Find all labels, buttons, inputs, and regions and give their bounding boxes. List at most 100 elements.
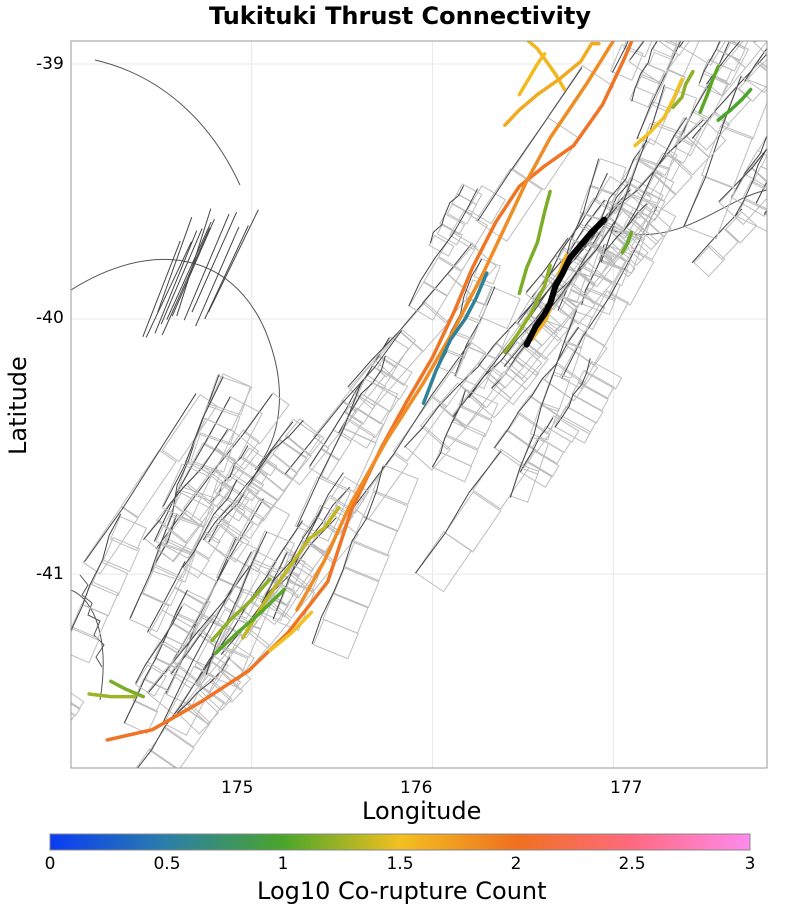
fault-trace bbox=[311, 466, 384, 645]
co-rupture-fault bbox=[295, 41, 616, 612]
co-rupture-fault bbox=[210, 577, 272, 643]
fault-surface bbox=[436, 257, 501, 375]
fault-surface bbox=[629, 41, 678, 108]
fault-trace bbox=[629, 41, 645, 61]
fault-surface bbox=[148, 564, 219, 651]
colorbar-tick-label: 1.5 bbox=[386, 854, 414, 874]
colorbar-tick-label: 0 bbox=[44, 854, 56, 874]
fault-trace bbox=[145, 241, 192, 338]
fault-trace bbox=[155, 393, 273, 550]
fault-trace bbox=[754, 41, 757, 43]
fault-surface bbox=[600, 86, 698, 274]
fault-surface bbox=[504, 224, 632, 380]
fault-trace bbox=[195, 226, 240, 327]
y-tick-label: -39 bbox=[36, 54, 64, 74]
fault-trace bbox=[296, 381, 362, 527]
fault-trace bbox=[162, 551, 252, 722]
fault-trace bbox=[491, 341, 529, 389]
co-rupture-fault bbox=[517, 52, 547, 97]
fault-surface bbox=[554, 360, 623, 444]
co-rupture-fault bbox=[87, 692, 137, 699]
fault-surface bbox=[697, 41, 749, 97]
co-rupture-fault bbox=[268, 610, 314, 653]
fault-trace bbox=[71, 513, 122, 633]
fault-surface bbox=[581, 243, 633, 316]
fault-trace bbox=[160, 228, 203, 325]
fault-trace bbox=[557, 178, 633, 312]
fault-surface bbox=[778, 50, 800, 217]
fault-trace bbox=[730, 134, 767, 198]
colorbar-tick-label: 1 bbox=[277, 854, 289, 874]
fault-trace bbox=[191, 211, 238, 313]
fault-trace bbox=[678, 41, 685, 48]
co-rupture-fault bbox=[517, 189, 552, 296]
coastline bbox=[71, 59, 767, 701]
fault-surface bbox=[135, 637, 255, 768]
fault-trace bbox=[517, 172, 608, 324]
fault-trace bbox=[205, 531, 268, 675]
fault-trace bbox=[779, 50, 800, 204]
fault-trace bbox=[454, 286, 496, 377]
colorbar-tick-label: 0.5 bbox=[153, 854, 181, 874]
fault-surface bbox=[123, 590, 211, 735]
co-rupture-fault bbox=[716, 87, 753, 122]
fault-trace bbox=[706, 41, 741, 85]
co-rupture-fault bbox=[213, 587, 287, 655]
fault-trace bbox=[143, 428, 229, 540]
fault-trace bbox=[84, 393, 197, 563]
fault-trace bbox=[431, 390, 466, 468]
fault-surface bbox=[71, 692, 85, 722]
fault-trace bbox=[162, 376, 224, 507]
colorbar bbox=[49, 833, 751, 851]
colorbar-label: Log10 Co-rupture Count bbox=[257, 877, 547, 905]
fault-surface bbox=[602, 205, 672, 278]
fault-surface bbox=[763, 209, 767, 217]
fault-surface bbox=[156, 392, 290, 563]
x-tick-label: 175 bbox=[221, 778, 254, 798]
fault-trace bbox=[408, 188, 479, 307]
fault-trace bbox=[574, 140, 648, 261]
fault-surface bbox=[408, 184, 507, 321]
fault-surface bbox=[628, 41, 690, 84]
fault-trace bbox=[718, 147, 767, 203]
fault-trace bbox=[146, 561, 186, 633]
fault-trace bbox=[744, 47, 767, 82]
fault-trace bbox=[468, 264, 587, 399]
fault-surface bbox=[559, 204, 677, 390]
fault-trace bbox=[683, 75, 742, 228]
fault-surface bbox=[177, 657, 252, 735]
fault-trace bbox=[309, 337, 390, 467]
fault-trace bbox=[698, 41, 721, 84]
fault-surface bbox=[82, 393, 218, 575]
colorbar-tick-label: 3 bbox=[744, 854, 756, 874]
fault-surface bbox=[432, 388, 499, 483]
fault-trace bbox=[202, 420, 304, 541]
fault-surface bbox=[312, 464, 419, 660]
fault-trace bbox=[176, 208, 212, 317]
fault-trace bbox=[166, 221, 212, 320]
fault-trace bbox=[603, 203, 648, 253]
co-rupture-fault bbox=[421, 271, 489, 405]
fault-trace bbox=[261, 472, 344, 604]
fault-trace bbox=[625, 117, 688, 229]
x-axis-label: Longitude bbox=[362, 797, 482, 825]
co-rupture-fault bbox=[671, 69, 695, 110]
fault-surface bbox=[428, 183, 483, 257]
fault-trace bbox=[611, 41, 629, 73]
fault-surface bbox=[707, 41, 767, 97]
fault-trace bbox=[204, 225, 249, 320]
fault-trace bbox=[691, 208, 743, 264]
fault-surface bbox=[135, 602, 204, 697]
co-rupture-fault bbox=[503, 263, 552, 354]
fault-trace bbox=[600, 84, 665, 263]
fault-trace bbox=[429, 185, 465, 244]
fault-surface bbox=[210, 447, 278, 522]
co-rupture-fault bbox=[105, 41, 634, 742]
fault-trace bbox=[503, 221, 616, 368]
co-rupture-fault bbox=[633, 77, 684, 148]
fault-trace bbox=[353, 342, 471, 508]
fault-trace bbox=[675, 41, 730, 148]
fault-surface bbox=[404, 300, 562, 471]
fault-surface bbox=[673, 41, 750, 157]
